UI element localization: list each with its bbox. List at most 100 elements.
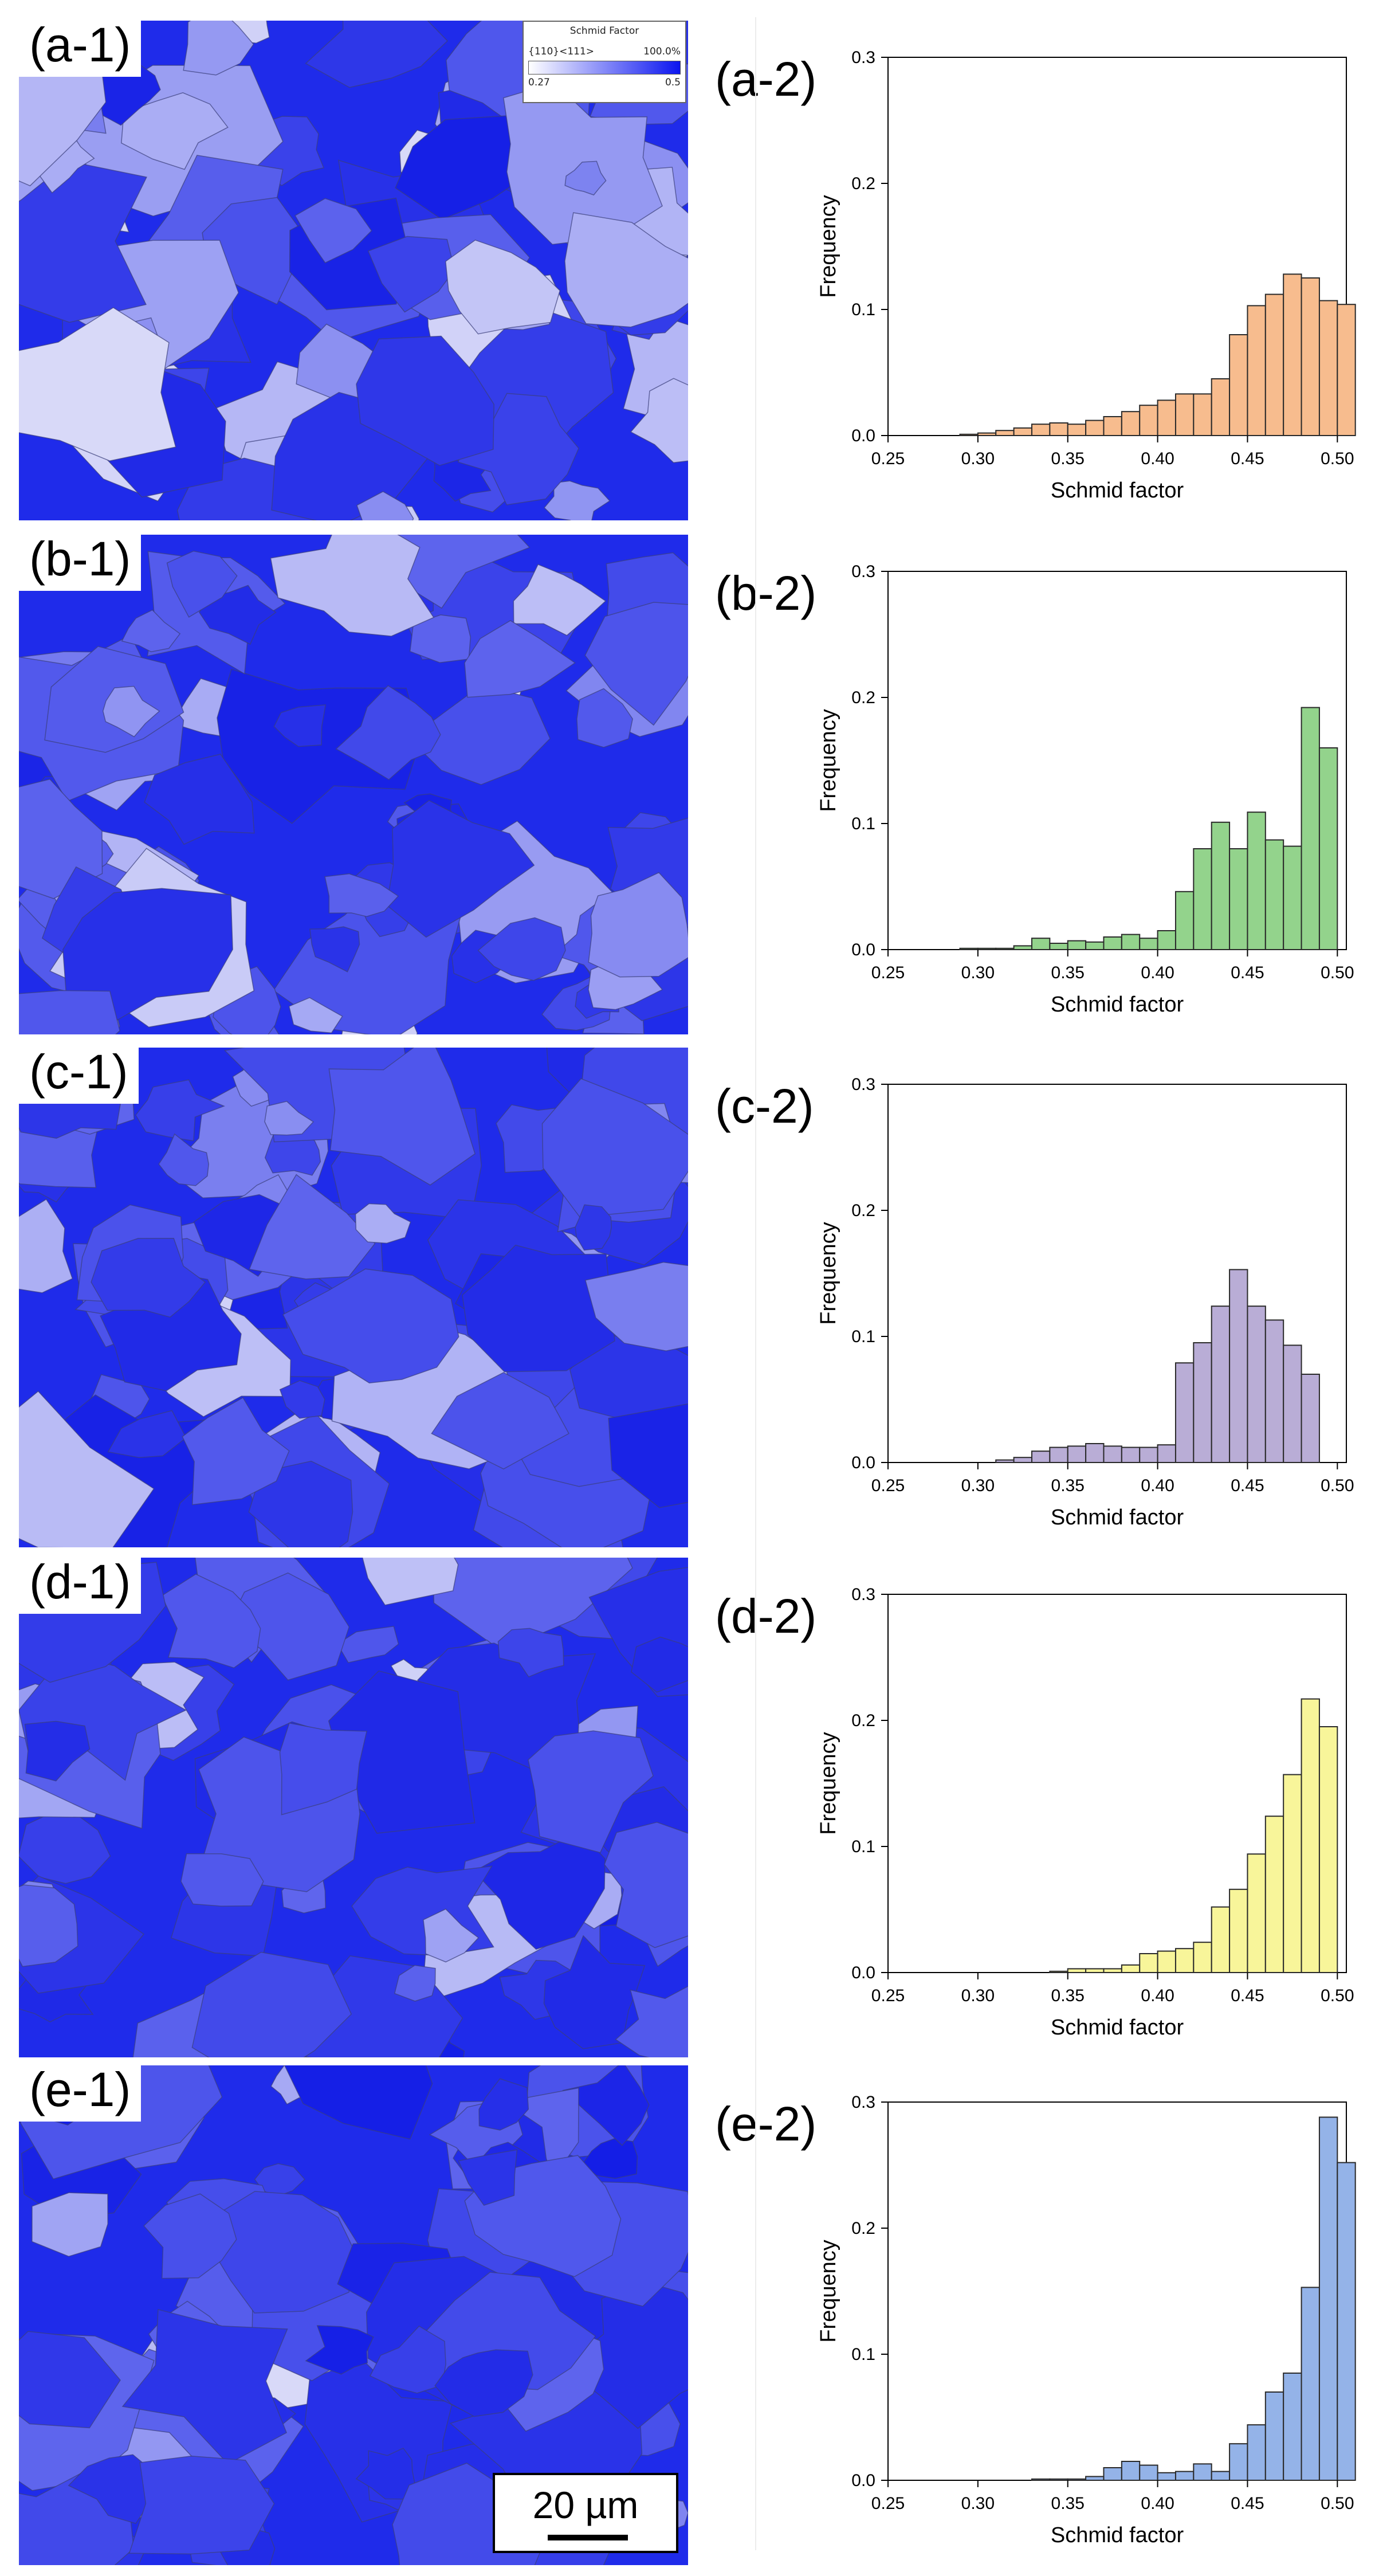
grain (434, 2349, 533, 2417)
grain (143, 2193, 237, 2279)
grain (19, 1198, 73, 1293)
histogram-bar (1013, 1457, 1032, 1464)
y-axis-label: Frequency (816, 1222, 840, 1325)
histogram-bar (1229, 2443, 1248, 2481)
grain (166, 550, 238, 618)
legend-color-bar (528, 61, 681, 75)
histogram-bar (1301, 1374, 1320, 1463)
grain (423, 1908, 480, 1963)
grain (584, 1261, 688, 1351)
histogram-bar (1283, 1344, 1302, 1463)
legend-slip-system: {110}<111> (528, 46, 595, 57)
y-tick-label: 0.3 (851, 1075, 875, 1094)
grain (544, 480, 611, 520)
histogram-svg: 0.25 0.30 0.35 0.40 0.45 0.50 0.0 0.1 0.2 0.3 Schm… (816, 562, 1354, 1017)
panel-separator (755, 17, 756, 2550)
grain (284, 2065, 433, 2140)
grain (180, 1853, 264, 1907)
histogram-bar (1067, 424, 1087, 437)
histogram-bar (1211, 821, 1231, 950)
map-label: (a-1) (19, 17, 142, 77)
histogram-chart: 0.25 0.30 0.35 0.40 0.45 0.50 0.0 0.1 0.2 0.3 Schm… (791, 1067, 1369, 1554)
x-axis-label: Schmid factor (1051, 479, 1184, 503)
histogram-bar (1139, 2464, 1158, 2481)
histogram-bar (1193, 1342, 1212, 1463)
histogram-svg: 0.25 0.30 0.35 0.40 0.45 0.50 0.0 0.1 0.2 0.3 Schm… (816, 48, 1356, 503)
grain (608, 1403, 688, 1508)
histogram-bar (1031, 938, 1051, 951)
x-tick-label: 0.50 (1321, 1986, 1354, 2005)
grain (121, 609, 181, 653)
y-tick-label: 0.2 (851, 1201, 875, 1220)
grain (254, 2163, 305, 2197)
grain (528, 1730, 654, 1853)
histogram-bar (1229, 1269, 1248, 1463)
histogram-bar (1283, 273, 1302, 436)
grain (478, 2078, 529, 2131)
grain (445, 240, 561, 335)
x-tick-label: 0.50 (1321, 449, 1354, 468)
histogram-bar (1103, 416, 1122, 436)
grain (19, 1806, 111, 1884)
y-tick-label: 0.0 (851, 2471, 875, 2490)
histogram-chart: 0.25 0.30 0.35 0.40 0.45 0.50 0.0 0.1 0.2 0.3 Schm… (791, 2085, 1369, 2572)
grain (270, 535, 435, 637)
grain (183, 21, 254, 76)
histogram-bar (1318, 1726, 1338, 1973)
y-tick-label: 0.3 (851, 48, 875, 67)
x-tick-label: 0.35 (1051, 2494, 1085, 2513)
histogram-bar (1103, 2467, 1122, 2481)
x-tick-label: 0.45 (1231, 1986, 1264, 2005)
x-tick-label: 0.45 (1231, 449, 1264, 468)
grain (19, 307, 176, 461)
histogram-bar (1121, 1964, 1141, 1973)
grain (386, 799, 535, 938)
histogram-bar (1301, 2287, 1320, 2481)
panel-row-b: (b-1) (b-2) 0.25 0.30 0.35 0.40 0.45 0.50 0.0 0… (0, 531, 1375, 1045)
chart-label: (e-2) (705, 2096, 827, 2156)
histogram-bar (1211, 1305, 1231, 1463)
histogram-bar (1139, 1953, 1158, 1973)
histogram-bar (1174, 2471, 1195, 2481)
histogram-bar (1193, 393, 1212, 437)
grain (630, 378, 688, 464)
histogram-bar (1283, 2373, 1302, 2481)
grain (107, 1410, 187, 1458)
grain (91, 1238, 206, 1318)
histogram-chart: 0.25 0.30 0.35 0.40 0.45 0.50 0.0 0.1 0.2 0.3 Schm… (791, 1577, 1369, 2064)
y-tick-label: 0.1 (851, 300, 875, 319)
grain (294, 198, 372, 264)
grain (513, 563, 607, 636)
chart-label: (d-2) (705, 1589, 827, 1648)
y-tick-label: 0.1 (851, 1327, 875, 1346)
grain (575, 1204, 612, 1251)
x-tick-label: 0.35 (1051, 1986, 1085, 2005)
panel-row-e: (e-1) (e-2) 0.25 0.30 0.35 0.40 0.45 0.50 0.0 0… (0, 2062, 1375, 2576)
histogram-bar (959, 947, 979, 950)
histogram-bar (1121, 1446, 1141, 1463)
map-label: (e-1) (19, 2062, 142, 2122)
y-tick-label: 0.0 (851, 426, 875, 445)
y-axis-label: Frequency (816, 709, 840, 812)
chart-label: (a-2) (705, 52, 827, 111)
histogram-svg: 0.25 0.30 0.35 0.40 0.45 0.50 0.0 0.1 0.2 0.3 Schm… (816, 1585, 1354, 2040)
histogram-bar (995, 947, 1015, 950)
grain (497, 1628, 564, 1678)
x-tick-label: 0.30 (961, 449, 995, 468)
grain (631, 1636, 688, 1693)
chart-label: (b-2) (705, 566, 827, 625)
histogram-bar (1103, 1968, 1122, 1974)
grain (356, 335, 494, 466)
y-tick-label: 0.1 (851, 814, 875, 833)
grain (409, 614, 472, 664)
histogram-bar (1121, 411, 1141, 437)
histogram-bar (1031, 2478, 1051, 2481)
x-tick-label: 0.40 (1141, 2494, 1174, 2513)
x-tick-label: 0.40 (1141, 1986, 1174, 2005)
histogram-bar (1247, 2424, 1266, 2481)
grain (367, 236, 455, 313)
y-axis-label: Frequency (816, 2240, 840, 2343)
histogram-bar (1031, 1450, 1051, 1464)
grain (588, 872, 688, 978)
histogram-bar (1049, 422, 1068, 436)
